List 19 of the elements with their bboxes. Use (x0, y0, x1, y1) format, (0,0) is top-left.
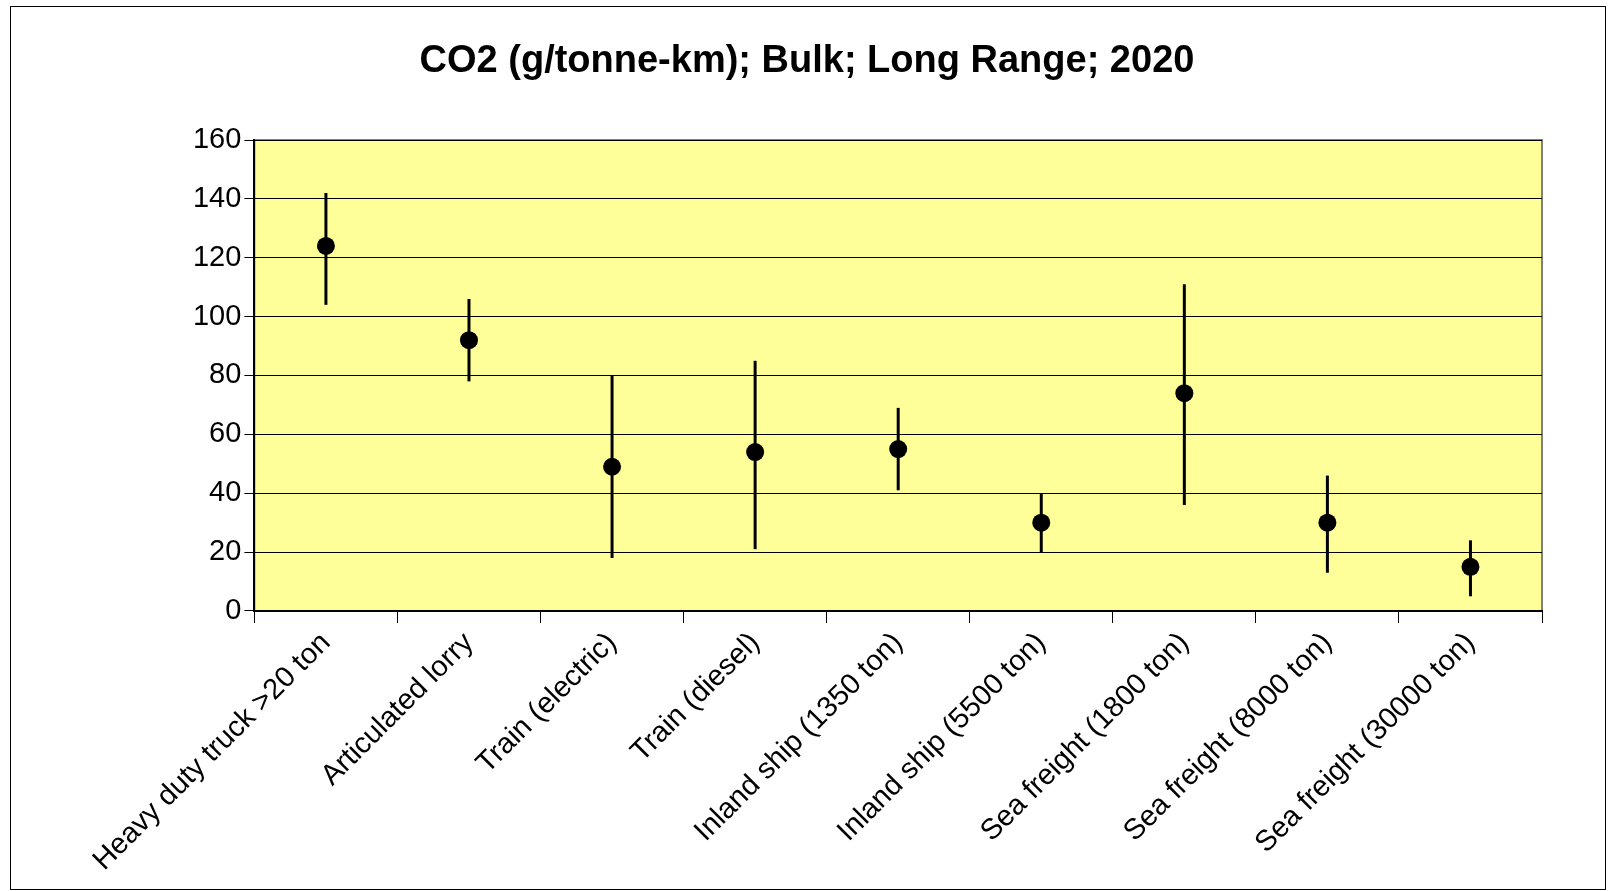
chart-title: CO2 (g/tonne-km); Bulk; Long Range; 2020 (418, 38, 1196, 81)
point (459, 331, 478, 350)
point (889, 440, 908, 459)
point (1032, 513, 1051, 532)
point (1461, 557, 1480, 576)
y-tick-label: 140 (192, 180, 242, 213)
y-tick-label: 0 (225, 592, 242, 625)
y-tick-label: 20 (209, 534, 242, 567)
point (316, 236, 335, 255)
y-tick-label: 100 (192, 298, 242, 331)
y-tick-label: 80 (209, 357, 242, 390)
point (1318, 513, 1337, 532)
y-tick-label: 40 (209, 475, 242, 508)
point (1175, 384, 1194, 403)
y-tick-label: 120 (192, 239, 242, 272)
point (746, 443, 765, 462)
y-tick-label: 160 (192, 122, 242, 154)
y-tick-label: 60 (209, 416, 242, 449)
point (603, 457, 622, 476)
